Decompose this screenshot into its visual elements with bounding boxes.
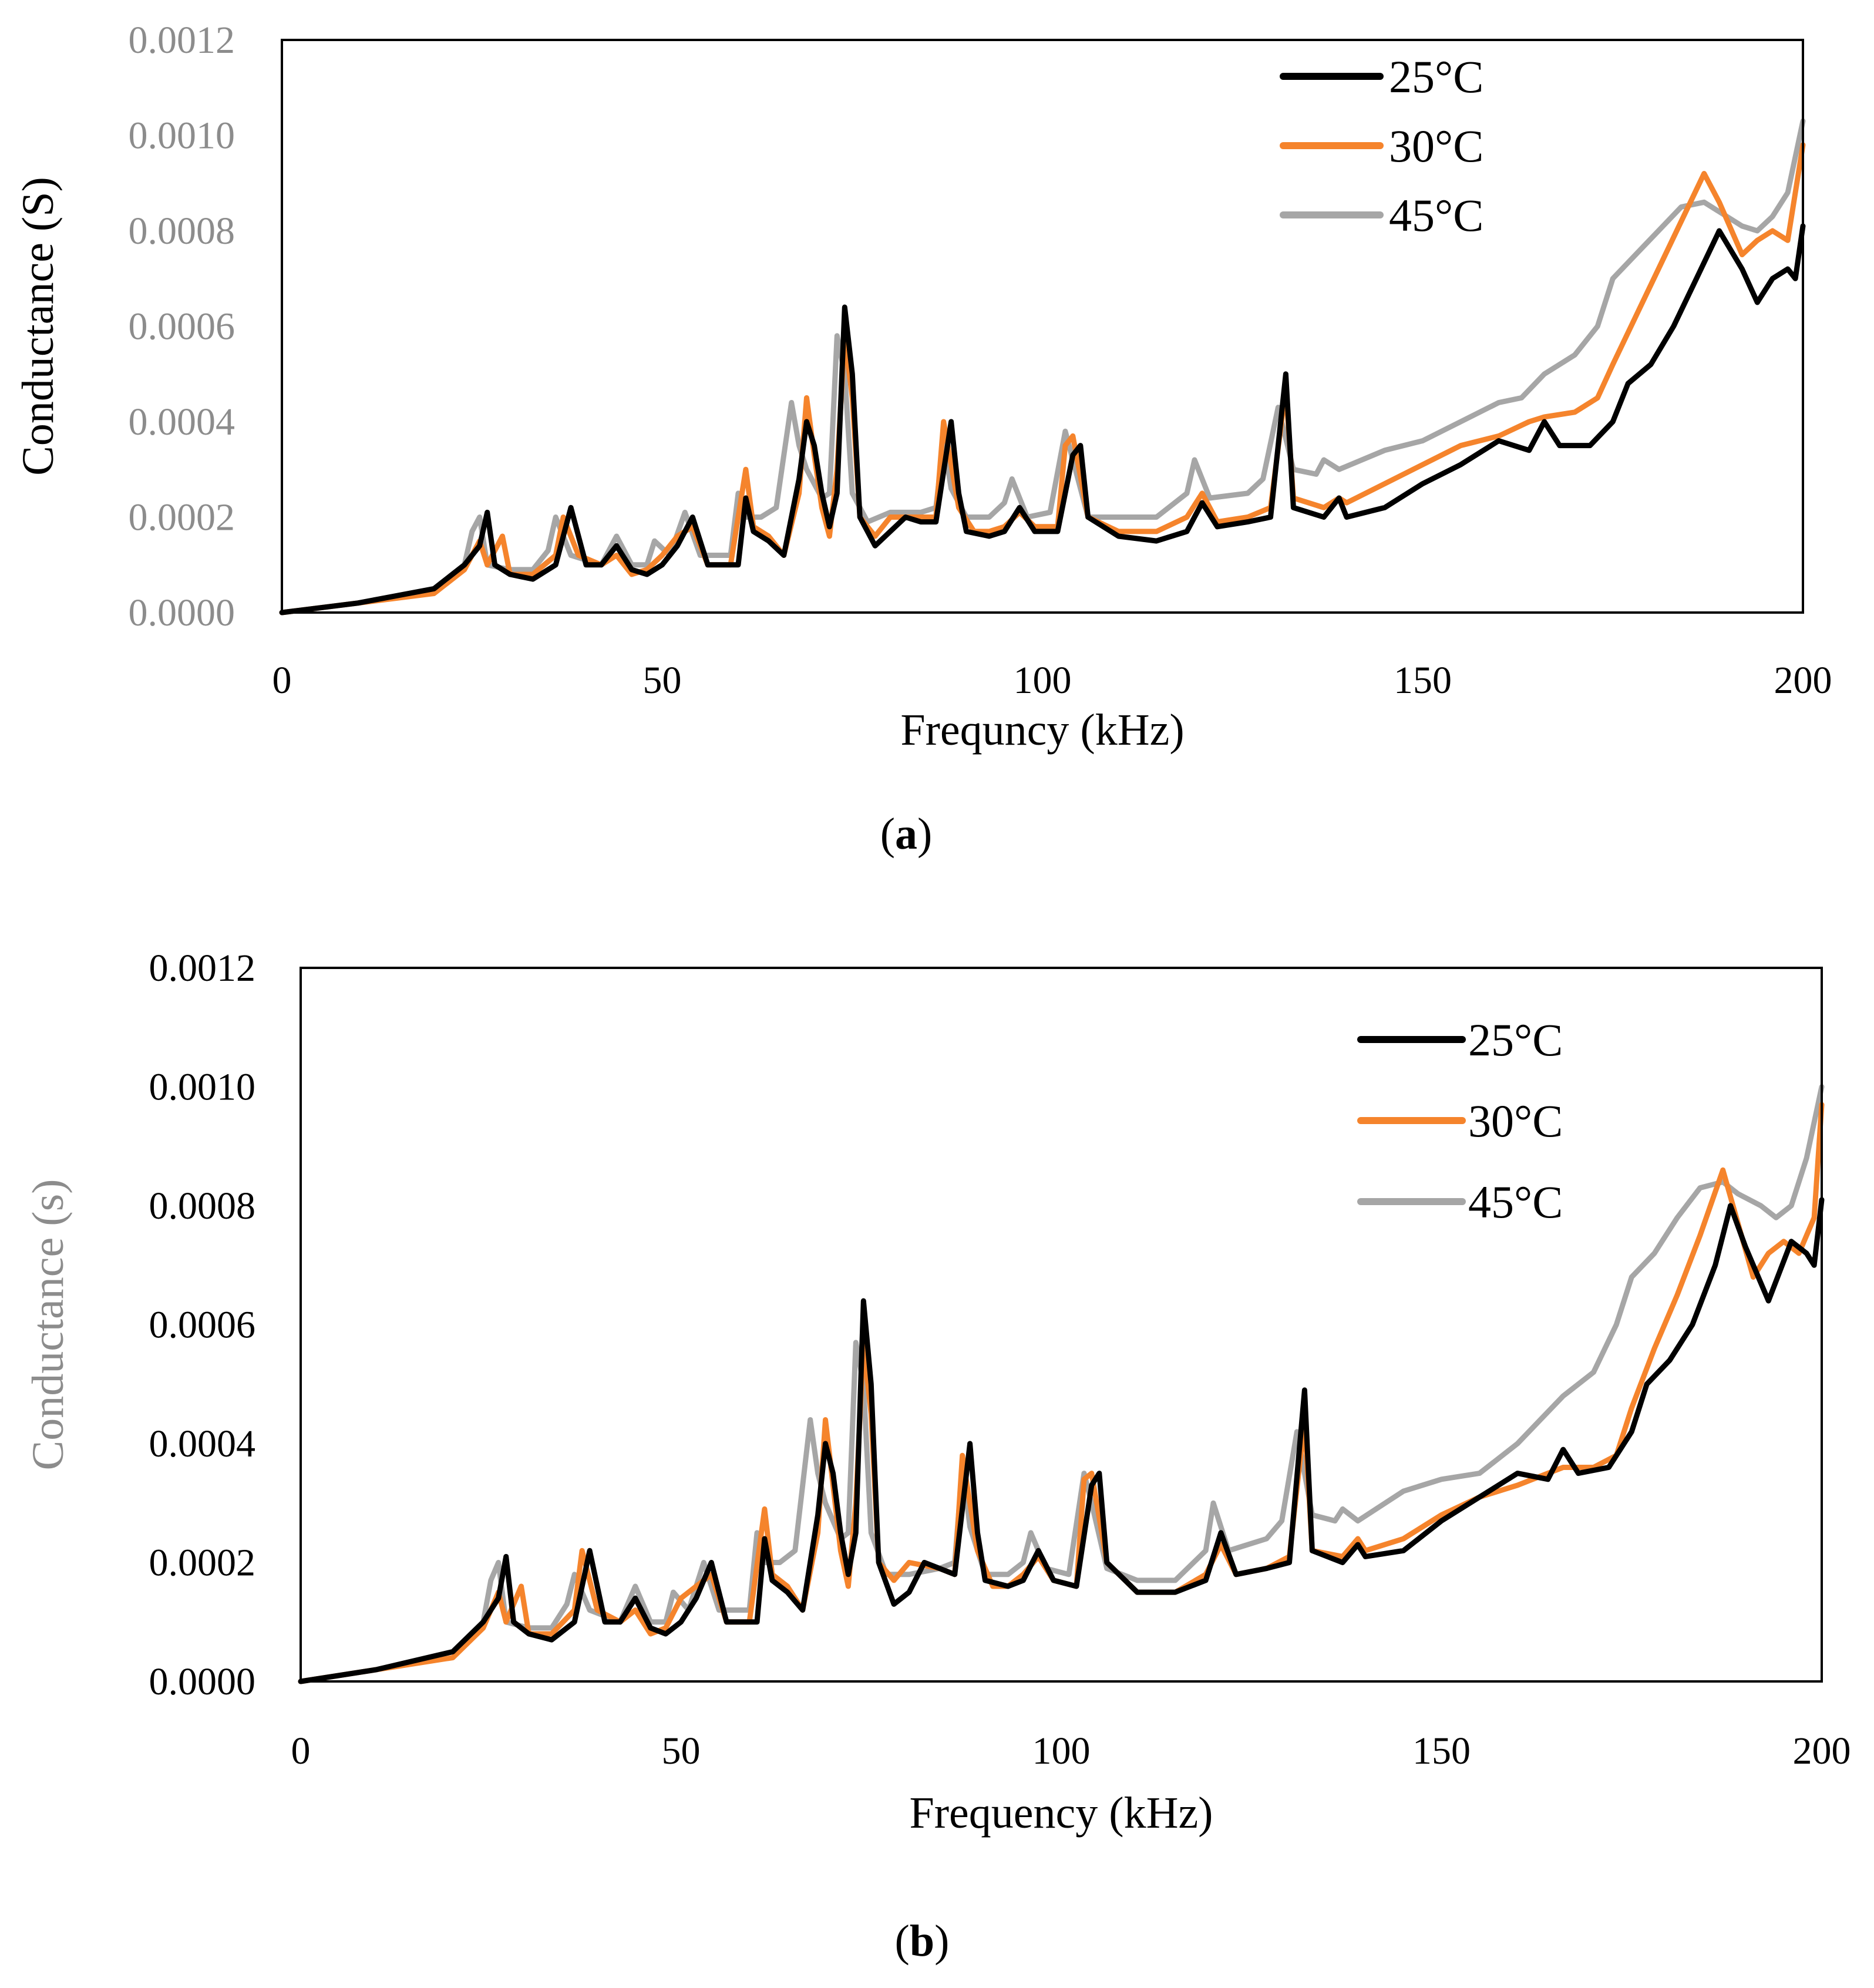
plot-frame [281,39,1804,614]
legend-label: 25°C [1389,51,1483,102]
y-tick-label: 0.0012 [149,947,256,990]
x-tick-label: 50 [643,659,682,702]
legend-label: 25°C [1468,1014,1563,1065]
y-axis-title: Conductance (s) [23,1179,73,1471]
x-tick-label: 100 [1014,659,1072,702]
y-tick-label: 0.0006 [149,1304,256,1347]
y-tick-label: 0.0000 [129,591,235,634]
panel-label-letter: a [895,809,917,859]
legend-label: 30°C [1468,1095,1563,1146]
panel-label-letter: b [910,1916,934,1966]
y-tick-label: 0.0002 [149,1542,256,1585]
x-tick-label: 0 [272,659,292,702]
x-tick-label: 0 [291,1730,311,1772]
x-tick-label: 200 [1774,659,1832,702]
legend-label: 30°C [1389,120,1483,171]
chart-panel-a: 0.0000 0.0002 0.0004 0.0006 0.0008 0.0010 0.00… [14,19,1832,859]
x-tick-label: 150 [1394,659,1452,702]
y-tick-label: 0.0008 [149,1185,256,1227]
panel-label-close: ) [934,1916,949,1966]
x-tick-label: 50 [662,1730,701,1772]
y-axis-title: Conductance (S) [14,177,63,476]
x-axis-title: Frequncy (kHz) [900,705,1184,755]
x-tick-label: 100 [1032,1730,1091,1772]
chart-panel-b: 0.0000 0.0002 0.0004 0.0006 0.0008 0.0010 0.00… [23,947,1851,1966]
y-tick-label: 0.0004 [129,401,235,443]
series-line-25c [298,1197,1825,1684]
y-tick-label: 0.0004 [149,1422,256,1465]
y-tick-label: 0.0002 [129,496,235,539]
panel-label: (b) [895,1916,950,1966]
panel-label: (a) [880,809,933,859]
panel-label-close: ) [917,809,932,859]
series-line-25c [279,223,1806,615]
panel-label-open: ( [880,809,895,859]
x-tick-label: 150 [1412,1730,1471,1772]
y-tick-label: 0.0010 [129,115,235,157]
series-line-30c [298,1102,1825,1684]
y-tick-label: 0.0012 [129,19,235,62]
legend-label: 45°C [1389,190,1483,241]
x-axis-title: Frequency (kHz) [909,1788,1213,1838]
panel-label-open: ( [895,1916,910,1966]
y-tick-label: 0.0008 [129,210,235,253]
y-tick-label: 0.0010 [149,1066,256,1109]
plot-frame [300,967,1823,1683]
legend-label: 45°C [1468,1176,1563,1227]
y-tick-label: 0.0006 [129,305,235,348]
x-tick-label: 200 [1793,1730,1851,1772]
y-tick-label: 0.0000 [149,1660,256,1703]
